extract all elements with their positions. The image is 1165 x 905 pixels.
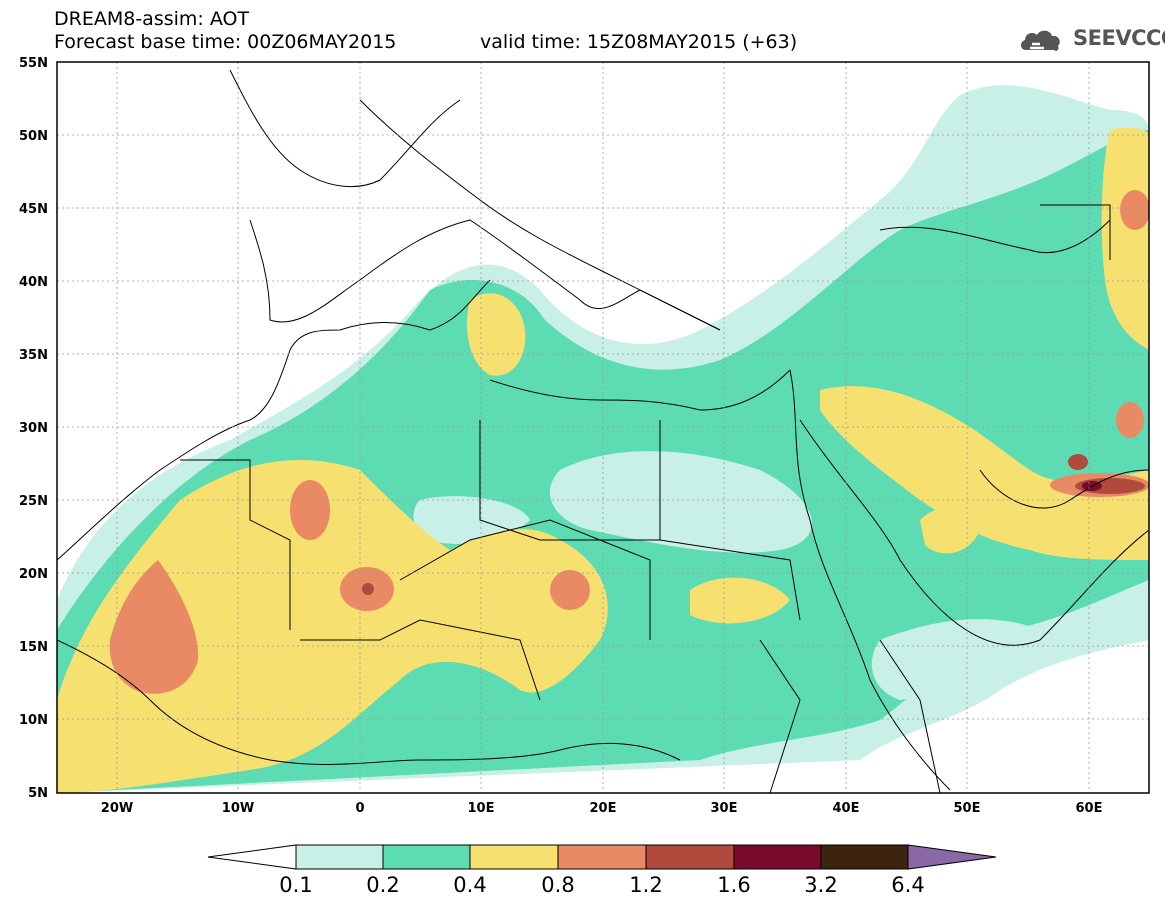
gridlines	[57, 62, 1149, 793]
aot-area-level-04	[57, 460, 608, 793]
aot-area-level-08	[290, 480, 330, 540]
aot-fields	[57, 85, 1149, 793]
colorbar-label: 6.4	[891, 873, 924, 897]
lat-tick-label: 20N	[19, 567, 48, 582]
colorbar-swatch	[469, 844, 559, 870]
aot-patch-light	[871, 619, 1040, 700]
lat-tick-label: 15N	[19, 640, 48, 655]
lon-tick-label: 10E	[468, 801, 495, 816]
aot-area-level-04	[690, 577, 790, 624]
colorbar-low-arrow	[207, 844, 297, 870]
lat-tick-label: 50N	[19, 129, 48, 144]
colorbar-label: 3.2	[804, 873, 837, 897]
colorbar-high-arrow	[907, 844, 997, 870]
lon-axis: 20W 10W 0 10E 20E 30E 40E 50E 60E	[101, 801, 1103, 816]
colorbar-label: 0.2	[366, 873, 399, 897]
colorbar-swatch	[645, 844, 735, 870]
chart-title: DREAM8-assim: AOT	[54, 8, 250, 30]
lat-axis: 55N 50N 45N 40N 35N 30N 25N 20N 15N 10N …	[19, 56, 48, 801]
lat-tick-label: 55N	[19, 56, 48, 71]
map-frame	[56, 61, 1150, 794]
lat-tick-label: 25N	[19, 494, 48, 509]
lat-tick-label: 10N	[19, 713, 48, 728]
lon-tick-label: 20E	[590, 801, 617, 816]
colorbar-label: 1.2	[629, 873, 662, 897]
forecast-base-time: Forecast base time: 00Z06MAY2015	[54, 31, 397, 53]
aot-area-level-08	[1116, 402, 1144, 438]
lat-tick-label: 45N	[19, 202, 48, 217]
colorbar-label: 0.1	[279, 873, 312, 897]
colorbar: 0.1 0.2 0.4 0.8 1.2 1.6 3.2 6.4	[207, 844, 997, 897]
aot-area-level-12	[1068, 454, 1088, 470]
colorbar-swatch	[820, 844, 909, 870]
aot-area-level-04	[466, 293, 526, 376]
lon-tick-label: 50E	[954, 801, 981, 816]
seevccc-logo-text: SEEVCCC	[1073, 26, 1165, 50]
aot-area-level-12	[362, 583, 374, 595]
colorbar-label: 1.6	[717, 873, 750, 897]
lon-tick-label: 20W	[101, 801, 133, 816]
aot-area-level-08	[550, 570, 590, 610]
aot-area-level-08	[1120, 190, 1149, 230]
colorbar-swatch	[733, 844, 822, 870]
lon-tick-label: 30E	[711, 801, 738, 816]
lon-tick-label: 10W	[222, 801, 254, 816]
aot-area-level-04	[820, 386, 1149, 560]
aot-area-level-04	[1101, 127, 1149, 351]
colorbar-swatch	[295, 844, 384, 870]
colorbar-swatch	[557, 844, 647, 870]
aot-area-level-08	[109, 560, 199, 694]
lat-tick-label: 30N	[19, 421, 48, 436]
lon-tick-label: 40E	[833, 801, 860, 816]
aot-area-level-04	[920, 507, 980, 554]
lat-tick-label: 40N	[19, 275, 48, 290]
lat-tick-label: 35N	[19, 348, 48, 363]
colorbar-label: 0.8	[541, 873, 574, 897]
coastlines	[57, 69, 1149, 793]
valid-time: valid time: 15Z08MAY2015 (+63)	[480, 31, 798, 53]
lat-tick-label: 5N	[28, 786, 48, 801]
lon-tick-label: 0	[355, 801, 364, 816]
lon-tick-label: 60E	[1076, 801, 1103, 816]
seevccc-cloud-logo-icon	[1020, 30, 1060, 51]
colorbar-swatch	[382, 844, 471, 870]
aot-patch-light	[550, 451, 813, 553]
colorbar-label: 0.4	[453, 873, 486, 897]
